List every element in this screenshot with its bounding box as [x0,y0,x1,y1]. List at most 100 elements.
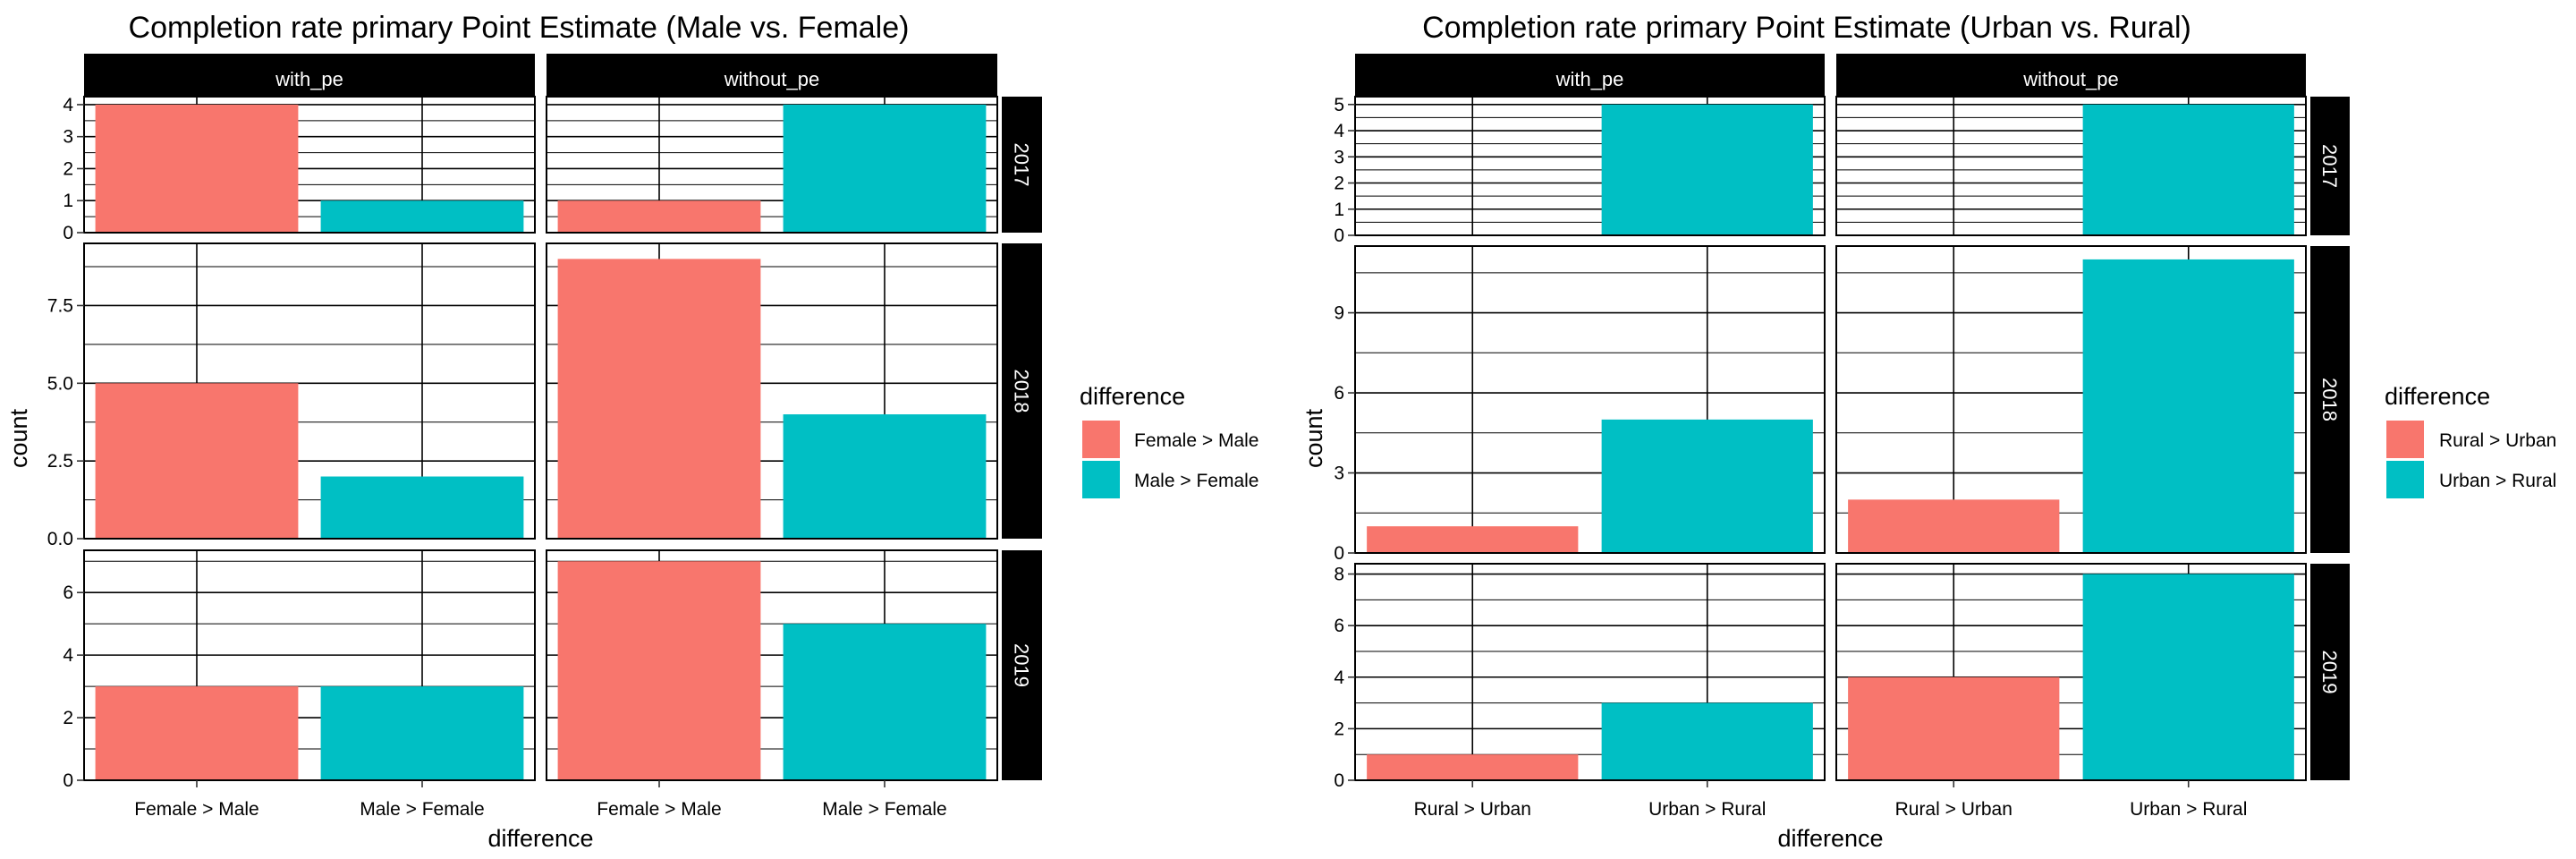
y-tick-label: 8 [1334,565,1344,585]
y-tick-label: 5 [1334,95,1344,115]
y-tick-label: 2 [63,158,73,179]
facet-label: 2019 [1011,643,1033,687]
bar-urban-gt-rural [2082,104,2294,235]
facet-label: 2017 [2318,144,2341,188]
facet-strip-without_pe [1836,54,2306,97]
panel-border [83,549,536,781]
y-axis-title: count [1301,408,1327,468]
bar-male-gt-female [783,414,987,539]
facet-strip-2017 [2310,97,2350,235]
bar-male-gt-female [783,104,987,233]
facet-label: without_pe [2022,68,2118,90]
facet-label: 2017 [1011,143,1033,187]
bar-female-gt-male [557,200,761,233]
y-tick-label: 2.5 [47,451,73,472]
legend-label: Male > Female [1134,471,1258,491]
panel-border [83,96,536,234]
panel-2019-with_pe [83,549,536,781]
panel-2018-without_pe [1835,245,2307,554]
panel-border [546,549,998,781]
panel-border [1354,245,1826,554]
y-tick-label: 0 [1334,770,1344,791]
panel-2019-without_pe [1835,563,2307,781]
x-axis-title: difference [487,825,593,852]
y-tick-label: 0 [1334,543,1344,564]
bar-rural-gt-urban [1367,754,1579,780]
legend-label: Rural > Urban [2439,430,2556,451]
bar-rural-gt-urban [1367,526,1579,553]
bar-urban-gt-rural [1601,702,1813,780]
legend-label: Urban > Rural [2439,471,2556,491]
panel-border [1354,563,1826,781]
bar-urban-gt-rural [2082,259,2294,553]
chart-title: Completion rate primary Point Estimate (… [129,11,910,45]
facet-strip-with_pe [1355,54,1825,97]
x-tick-label: Male > Female [360,799,484,820]
legend-key [1082,461,1120,498]
x-tick-label: Rural > Urban [1895,799,2012,820]
panel-border [546,96,998,234]
y-tick-label: 4 [63,95,73,115]
x-tick-label: Urban > Rural [2130,799,2247,820]
y-tick-label: 0 [1334,225,1344,246]
panel-border [546,242,998,540]
legend-key [2386,421,2424,458]
x-tick-label: Female > Male [134,799,258,820]
x-tick-label: Urban > Rural [1648,799,1766,820]
facet-label: 2018 [2318,378,2341,421]
facet-strip-2019 [1002,550,1042,780]
y-tick-label: 4 [1334,668,1344,688]
bar-female-gt-male [95,383,299,539]
bar-rural-gt-urban [1848,499,2060,553]
y-tick-label: 5.0 [47,373,73,394]
panel-border [1835,96,2307,236]
y-tick-label: 2 [1334,174,1344,194]
bar-male-gt-female [783,624,987,780]
x-tick-label: Female > Male [597,799,721,820]
bar-female-gt-male [95,686,299,780]
legend-title: difference [2385,383,2490,410]
y-tick-label: 0 [63,223,73,243]
panel-2018-without_pe [546,242,998,540]
y-tick-label: 0 [63,770,73,791]
y-axis-title: count [5,408,32,468]
facet-label: 2018 [1011,370,1033,413]
bar-male-gt-female [320,476,524,539]
y-tick-label: 0.0 [47,529,73,549]
facet-strip-without_pe [547,54,997,97]
panel-border [83,242,536,540]
facet-strip-2017 [1002,97,1042,233]
panel-border [1835,563,2307,781]
facet-label: with_pe [1555,68,1624,90]
bar-urban-gt-rural [1601,419,1813,553]
panel-2017-with_pe [1354,96,1826,236]
bar-female-gt-male [557,561,761,780]
facet-strip-2019 [2310,564,2350,780]
y-tick-label: 3 [1334,147,1344,167]
panel-2017-without_pe [546,96,998,234]
y-tick-label: 2 [1334,719,1344,739]
panel-2018-with_pe [1354,245,1826,554]
chart-1: Completion rate primary Point Estimate (… [5,11,1258,852]
legend: difference Female > Male Male > Female [1080,383,1258,498]
y-tick-label: 1 [63,191,73,211]
facet-label: without_pe [724,68,819,90]
facet-label: with_pe [275,68,343,90]
bar-rural-gt-urban [1848,676,2060,780]
legend-key [1082,421,1120,458]
facet-strip-with_pe [84,54,535,97]
chart-2: Completion rate primary Point Estimate (… [1301,11,2556,852]
bar-male-gt-female [320,200,524,233]
y-tick-label: 2 [63,708,73,728]
y-tick-label: 3 [63,127,73,148]
x-axis-title: difference [1777,825,1883,852]
y-tick-label: 1 [1334,200,1344,220]
facet-label: 2019 [2318,651,2341,694]
panel-2017-with_pe [83,96,536,234]
legend-title: difference [1080,383,1185,410]
y-tick-label: 7.5 [47,295,73,316]
chart-title: Completion rate primary Point Estimate (… [1422,11,2191,45]
facet-strip-2018 [1002,243,1042,539]
panel-border [1354,96,1826,236]
